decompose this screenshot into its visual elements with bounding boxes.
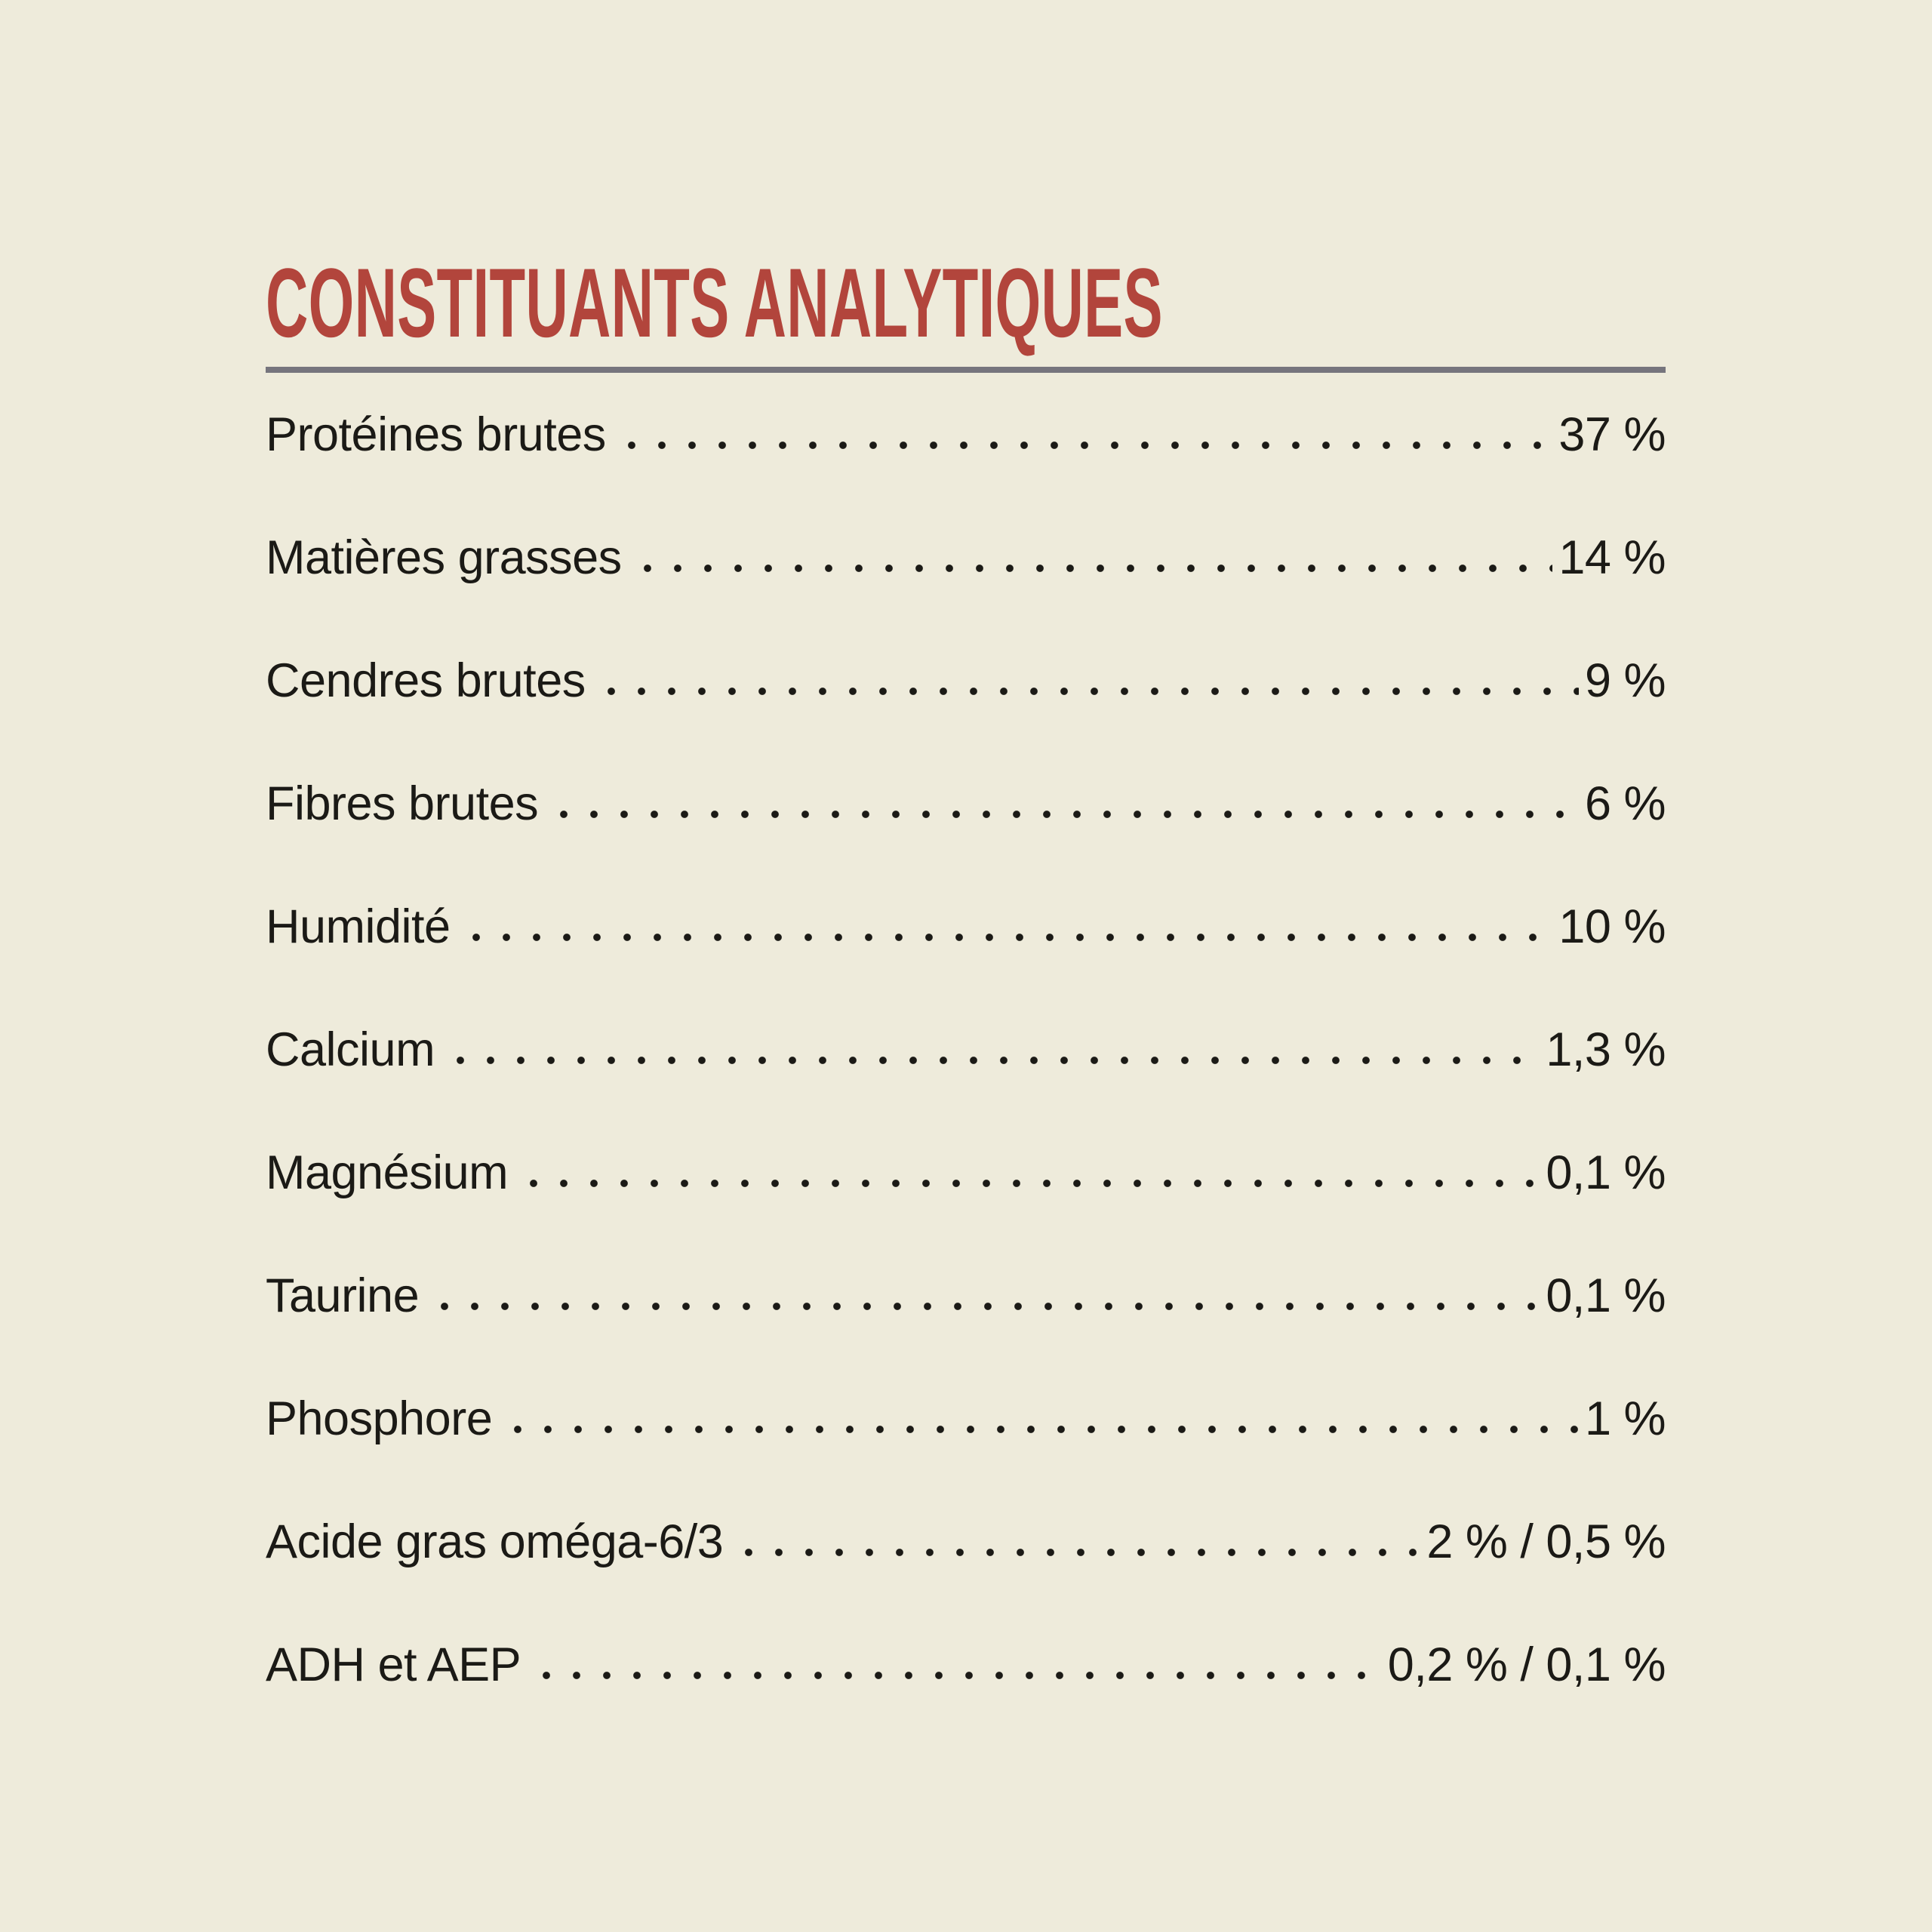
dot-leader xyxy=(429,1301,1540,1312)
nutrient-row: Humidité 10 % xyxy=(266,865,1666,988)
dot-leader xyxy=(616,440,1553,451)
nutrient-value: 0,1 % xyxy=(1546,1269,1666,1322)
nutrient-label: Humidité xyxy=(266,900,451,953)
nutrient-row: ADH et AEP 0,2 % / 0,1 % xyxy=(266,1603,1666,1726)
nutrient-label: Taurine xyxy=(266,1269,420,1322)
dot-leader xyxy=(503,1424,1579,1435)
dot-leader xyxy=(445,1055,1540,1066)
nutrient-value: 10 % xyxy=(1558,900,1666,953)
nutrient-value: 0,1 % xyxy=(1546,1146,1666,1199)
nutrient-label: Protéines brutes xyxy=(266,408,606,461)
nutrient-label: Magnésium xyxy=(266,1146,509,1199)
nutrient-label: Phosphore xyxy=(266,1392,493,1445)
nutrient-label: Matières grasses xyxy=(266,531,622,584)
nutrient-table: Protéines brutes 37 % Matières grasses 1… xyxy=(266,373,1666,1726)
nutrient-label: Fibres brutes xyxy=(266,777,539,830)
dot-leader xyxy=(734,1547,1421,1558)
section-title: CONSTITUANTS ANALYTIQUES xyxy=(266,248,1163,358)
nutrient-label: ADH et AEP xyxy=(266,1638,521,1691)
nutrient-label: Acide gras oméga-6/3 xyxy=(266,1515,724,1568)
nutrient-row: Cendres brutes 9 % xyxy=(266,619,1666,742)
nutrient-value: 2 % / 0,5 % xyxy=(1426,1515,1666,1568)
nutrient-value: 9 % xyxy=(1584,654,1666,707)
divider-rule xyxy=(266,367,1666,373)
nutrient-row: Calcium 1,3 % xyxy=(266,988,1666,1111)
dot-leader xyxy=(595,686,1579,697)
nutrient-value: 37 % xyxy=(1558,408,1666,461)
nutrient-value: 1 % xyxy=(1584,1392,1666,1445)
nutrient-row: Acide gras oméga-6/3 2 % / 0,5 % xyxy=(266,1480,1666,1603)
nutrient-value: 14 % xyxy=(1558,531,1666,584)
dot-leader xyxy=(531,1670,1382,1681)
nutrient-value: 1,3 % xyxy=(1546,1023,1666,1076)
dot-leader xyxy=(460,932,1553,943)
dot-leader xyxy=(549,809,1579,820)
analytical-constituents-panel: CONSTITUANTS ANALYTIQUES Protéines brute… xyxy=(266,254,1666,1726)
nutrient-value: 0,2 % / 0,1 % xyxy=(1387,1638,1666,1691)
nutrient-row: Magnésium 0,1 % xyxy=(266,1111,1666,1234)
nutrient-row: Matières grasses 14 % xyxy=(266,496,1666,619)
nutrient-row: Taurine 0,1 % xyxy=(266,1234,1666,1357)
nutrient-label: Calcium xyxy=(266,1023,435,1076)
nutrient-row: Protéines brutes 37 % xyxy=(266,373,1666,496)
dot-leader xyxy=(518,1178,1540,1189)
nutrient-row: Phosphore 1 % xyxy=(266,1357,1666,1480)
nutrient-row: Fibres brutes 6 % xyxy=(266,742,1666,865)
nutrient-value: 6 % xyxy=(1584,777,1666,830)
dot-leader xyxy=(632,563,1553,574)
nutrient-label: Cendres brutes xyxy=(266,654,586,707)
